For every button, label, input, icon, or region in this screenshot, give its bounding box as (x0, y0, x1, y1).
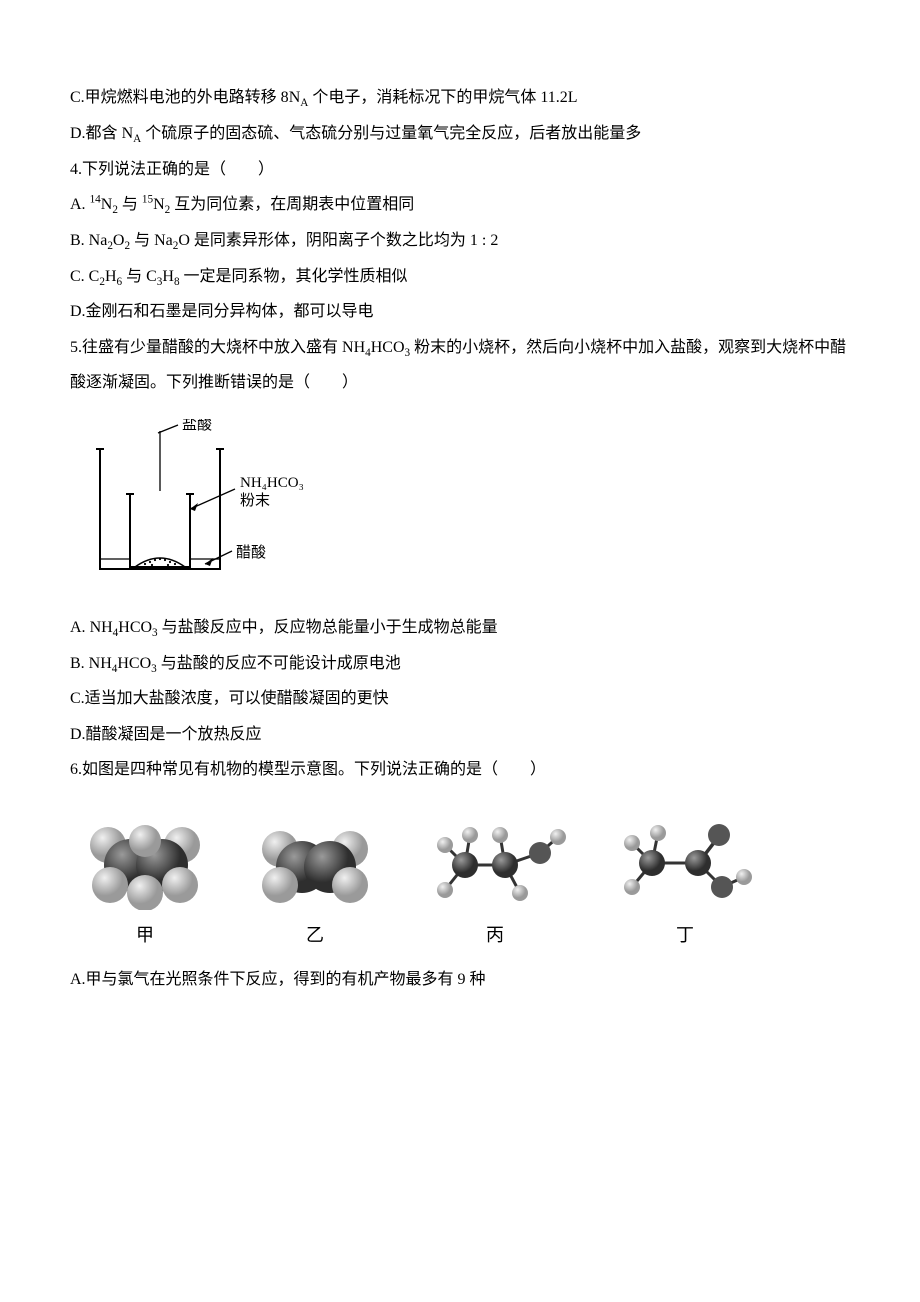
text: 与 (122, 268, 146, 285)
formula-nh4hco3: NH4HCO3 (90, 619, 158, 636)
text: B. (70, 232, 89, 249)
q5-fig-label-hcl: 盐酸 (182, 419, 212, 433)
q6-label-1: 甲 (136, 916, 154, 956)
q6-option-a: A.甲与氯气在光照条件下反应，得到的有机产物最多有 9 种 (70, 962, 850, 997)
q6-model-2: 乙 (250, 815, 380, 956)
q5-option-a: A. NH4HCO3 与盐酸反应中，反应物总能量小于生成物总能量 (70, 610, 850, 646)
formula-n14: 14N2 (90, 196, 118, 213)
text: C. (70, 268, 89, 285)
q5-option-d: D.醋酸凝固是一个放热反应 (70, 717, 850, 752)
q6-label-3: 丙 (486, 916, 504, 956)
formula-c3h8: C3H8 (146, 268, 179, 285)
text: 与 (118, 196, 142, 213)
q6-label-4: 丁 (676, 916, 694, 956)
formula-n15: 15N2 (142, 196, 170, 213)
formula-na: NA (122, 125, 142, 142)
q5-figure: 盐酸 NH₄HCO₃ 粉末 醋酸 (90, 419, 850, 592)
q5-fig-label-pow1: NH₄HCO₃ (240, 475, 304, 491)
q5-stem: 5.往盛有少量醋酸的大烧杯中放入盛有 NH4HCO3 粉末的小烧杯，然后向小烧杯… (70, 330, 850, 401)
q3-option-c: C.甲烷燃料电池的外电路转移 8NA 个电子，消耗标况下的甲烷气体 11.2L (70, 80, 850, 116)
formula-na2o: Na2O (154, 232, 190, 249)
q4-option-c: C. C2H6 与 C3H8 一定是同系物，其化学性质相似 (70, 259, 850, 295)
q6-model-4: 丁 (610, 805, 760, 956)
text: 是同素异形体，阴阳离子个数之比均为 1 : 2 (190, 232, 498, 249)
q6-model-3: 丙 (420, 805, 570, 956)
text: 一定是同系物，其化学性质相似 (180, 268, 408, 285)
text: A. (70, 196, 90, 213)
text: 与 (130, 232, 154, 249)
q5-option-b: B. NH4HCO3 与盐酸的反应不可能设计成原电池 (70, 646, 850, 682)
q3-option-d: D.都含 NA 个硫原子的固态硫、气态硫分别与过量氧气完全反应，后者放出能量多 (70, 116, 850, 152)
text: 与盐酸的反应不可能设计成原电池 (157, 655, 401, 672)
text: 与盐酸反应中，反应物总能量小于生成物总能量 (158, 619, 498, 636)
formula-na2o2: Na2O2 (89, 232, 130, 249)
formula-c2h6: C2H6 (89, 268, 122, 285)
q5-fig-label-acid: 醋酸 (236, 544, 266, 561)
q5-option-c: C.适当加大盐酸浓度，可以使醋酸凝固的更快 (70, 681, 850, 716)
formula-nh4hco3: NH4HCO3 (342, 339, 410, 356)
q6-model-1: 甲 (80, 815, 210, 956)
text: A. (70, 619, 90, 636)
q6-label-2: 乙 (306, 916, 324, 956)
q6-stem: 6.如图是四种常见有机物的模型示意图。下列说法正确的是（ ） (70, 752, 850, 787)
q4-stem: 4.下列说法正确的是（ ） (70, 152, 850, 187)
formula-na: NA (289, 89, 309, 106)
q6-models: 甲 乙 (80, 805, 850, 956)
formula-nh4hco3: NH4HCO3 (89, 655, 157, 672)
text: 5.往盛有少量醋酸的大烧杯中放入盛有 (70, 339, 342, 356)
q4-option-a: A. 14N2 与 15N2 互为同位素，在周期表中位置相同 (70, 187, 850, 223)
q4-option-b: B. Na2O2 与 Na2O 是同素异形体，阴阳离子个数之比均为 1 : 2 (70, 223, 850, 259)
text: B. (70, 655, 89, 672)
q5-fig-label-pow2: 粉末 (240, 492, 270, 509)
q4-option-d: D.金刚石和石墨是同分异构体，都可以导电 (70, 294, 850, 329)
text: 互为同位素，在周期表中位置相同 (170, 196, 414, 213)
